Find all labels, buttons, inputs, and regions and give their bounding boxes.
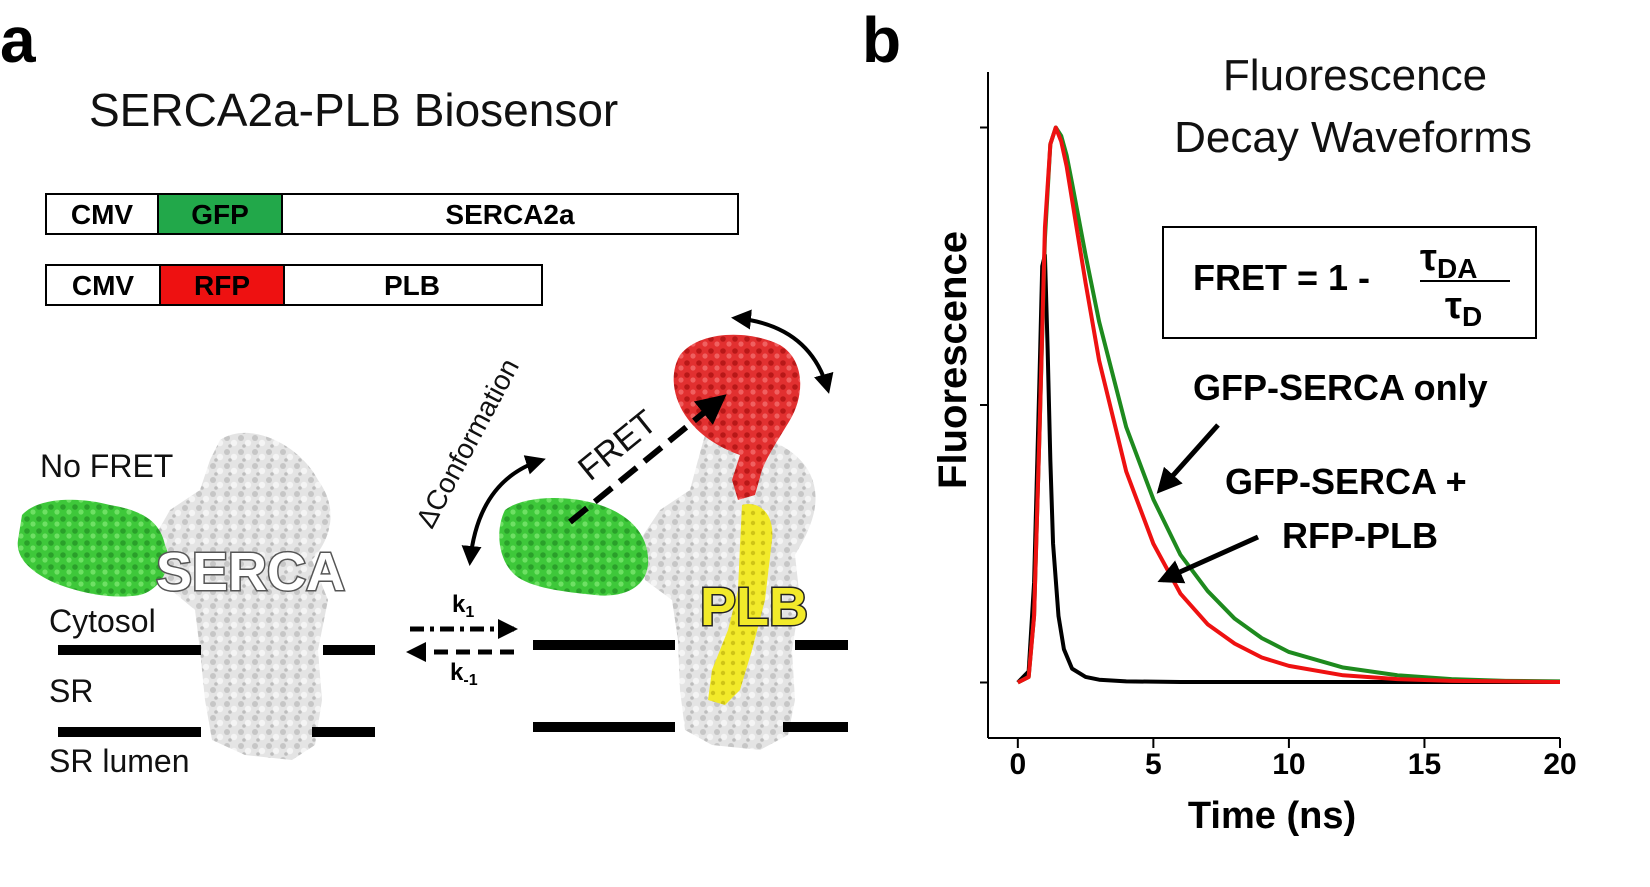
cmv-promoter-label: CMV	[71, 199, 134, 230]
plb-protein	[708, 504, 773, 705]
cytosol-label: Cytosol	[49, 603, 156, 639]
annotation-arrow	[1157, 534, 1260, 584]
equation-lhs: FRET = 1 -	[1193, 257, 1370, 298]
serca2a-gene-label: SERCA2a	[445, 199, 575, 230]
gfp-protein-left	[17, 499, 169, 597]
membrane-line	[58, 727, 201, 737]
panel-a-letter: a	[0, 4, 36, 76]
fret-equation-box: FRET = 1 - τDA τD	[1162, 226, 1537, 339]
membrane-line	[323, 645, 375, 655]
annotation-arrow	[1156, 423, 1220, 494]
y-axis-label: Fluorescence	[931, 231, 975, 489]
equation-numerator: τDA	[1420, 237, 1477, 284]
panel-a-title: SERCA2a-PLB Biosensor	[89, 84, 618, 136]
membrane-line	[533, 722, 675, 732]
chart-axes: 0 5 10 15 20 Time (ns) Fluorescence	[931, 72, 1577, 837]
panel-b: b 0 5 10 15 20 Time (ns) Fluorescence Fluore…	[862, 4, 1577, 837]
membrane-line	[533, 640, 675, 650]
gfp-tag-label: GFP	[191, 199, 249, 230]
sr-lumen-label: SR lumen	[49, 743, 190, 779]
membrane-line	[312, 727, 375, 737]
gfp-protein-right	[499, 498, 649, 596]
delta-conformation-label: ΔConformation	[410, 353, 525, 532]
k1-label: k1	[452, 591, 474, 621]
x-tick-label: 5	[1145, 748, 1162, 781]
serca-protein-right	[640, 431, 816, 750]
double-arrow-icon	[461, 455, 546, 566]
chart-title-line1: Fluorescence	[1223, 51, 1487, 100]
panel-b-letter: b	[862, 4, 901, 76]
membrane-line	[58, 645, 201, 655]
equilibrium-arrows-icon: k1 k-1	[406, 591, 518, 689]
x-tick-label: 0	[1009, 748, 1026, 781]
red-series-annotation-line1: GFP-SERCA +	[1225, 461, 1467, 502]
construct-rfp-plb: CMV RFP PLB	[45, 264, 543, 306]
x-ticks: 0 5 10 15 20	[1009, 738, 1577, 781]
red-series-annotation-line2: RFP-PLB	[1282, 515, 1438, 556]
chart-series	[1016, 125, 1561, 685]
serca-protein-left	[150, 432, 331, 760]
construct-gfp-serca: CMV GFP SERCA2a	[45, 193, 739, 235]
fret-label: FRET	[571, 403, 664, 488]
green-series-annotation: GFP-SERCA only	[1193, 367, 1488, 408]
k-minus-1-label: k-1	[450, 659, 478, 689]
state-no-fret: SERCA No FRET Cytosol SR SR lumen	[17, 432, 375, 779]
dashed-arrow-icon	[568, 394, 727, 525]
rfp-tag-label: RFP	[194, 270, 250, 301]
gfp-tag-box	[158, 195, 282, 233]
double-arrow-icon	[731, 309, 834, 394]
membrane-line	[795, 640, 848, 650]
serca-label: SERCA	[156, 542, 345, 602]
equation-denominator: τD	[1445, 285, 1482, 332]
series-line-3	[1016, 125, 1561, 685]
x-tick-label: 20	[1543, 748, 1576, 781]
x-tick-label: 10	[1272, 748, 1305, 781]
x-axis-label: Time (ns)	[1188, 795, 1356, 837]
cmv-promoter-label: CMV	[72, 270, 135, 301]
plb-label: PLB	[700, 577, 808, 637]
state-fret: PLB FRET ΔConformation	[410, 309, 848, 750]
sr-label: SR	[49, 673, 93, 709]
no-fret-label: No FRET	[40, 448, 173, 484]
rfp-tag-box	[160, 266, 284, 304]
membrane-line	[783, 722, 848, 732]
plb-gene-label: PLB	[384, 270, 440, 301]
x-tick-label: 15	[1408, 748, 1441, 781]
chart-title-line2: Decay Waveforms	[1174, 113, 1532, 162]
y-ticks	[980, 126, 988, 684]
panel-a: a SERCA2a-PLB Biosensor CMV GFP SERCA2a …	[0, 4, 848, 779]
